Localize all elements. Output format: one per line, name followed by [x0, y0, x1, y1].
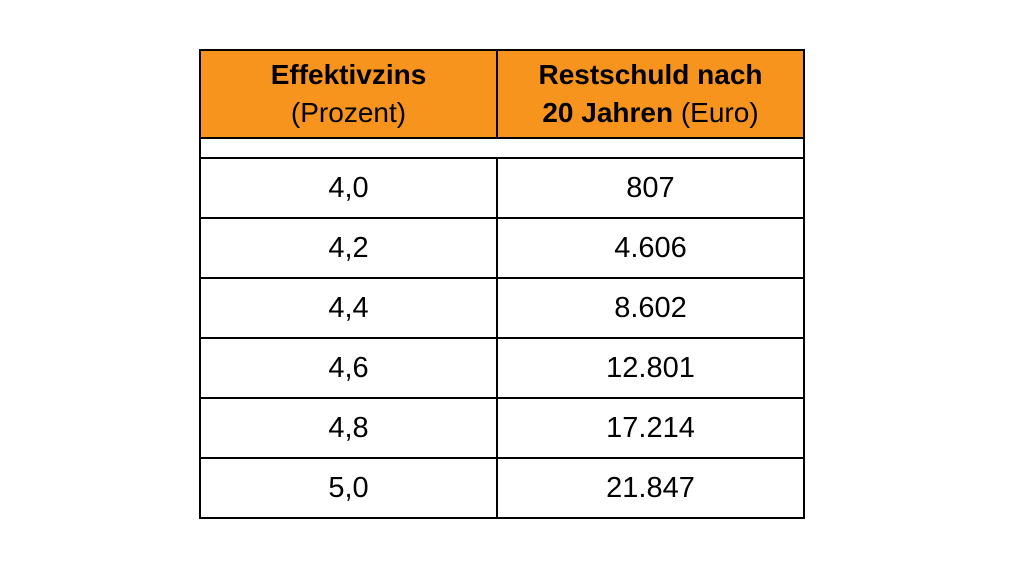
rate-cell: 4,2 — [199, 217, 498, 279]
table-row: 4,8 17.214 — [199, 397, 805, 459]
header-remaining-debt-years: 20 Jahren — [542, 97, 674, 128]
table-header-row: Effektivzins (Prozent) Restschuld nach 2… — [199, 49, 805, 139]
debt-cell: 4.606 — [496, 217, 805, 279]
debt-cell: 21.847 — [496, 457, 805, 519]
table-row: 5,0 21.847 — [199, 457, 805, 519]
table-row: 4,4 8.602 — [199, 277, 805, 339]
header-effective-rate: Effektivzins (Prozent) — [199, 49, 498, 139]
table-row: 4,2 4.606 — [199, 217, 805, 279]
debt-cell: 8.602 — [496, 277, 805, 339]
debt-cell: 12.801 — [496, 337, 805, 399]
header-remaining-debt-title: Restschuld nach — [538, 59, 763, 90]
interest-table-container: Effektivzins (Prozent) Restschuld nach 2… — [199, 49, 805, 519]
debt-cell: 17.214 — [496, 397, 805, 459]
header-remaining-debt: Restschuld nach 20 Jahren (Euro) — [496, 49, 805, 139]
spacer-cell — [199, 137, 805, 159]
table-row: 4,6 12.801 — [199, 337, 805, 399]
table-spacer-row — [199, 137, 805, 159]
header-effective-rate-unit: (Prozent) — [290, 97, 407, 128]
debt-cell: 807 — [496, 157, 805, 219]
table-row: 4,0 807 — [199, 157, 805, 219]
rate-cell: 4,0 — [199, 157, 498, 219]
interest-table: Effektivzins (Prozent) Restschuld nach 2… — [199, 49, 805, 519]
header-effective-rate-title: Effektivzins — [270, 59, 427, 90]
rate-cell: 4,4 — [199, 277, 498, 339]
rate-cell: 4,6 — [199, 337, 498, 399]
header-remaining-debt-unit: (Euro) — [673, 97, 759, 128]
rate-cell: 4,8 — [199, 397, 498, 459]
rate-cell: 5,0 — [199, 457, 498, 519]
